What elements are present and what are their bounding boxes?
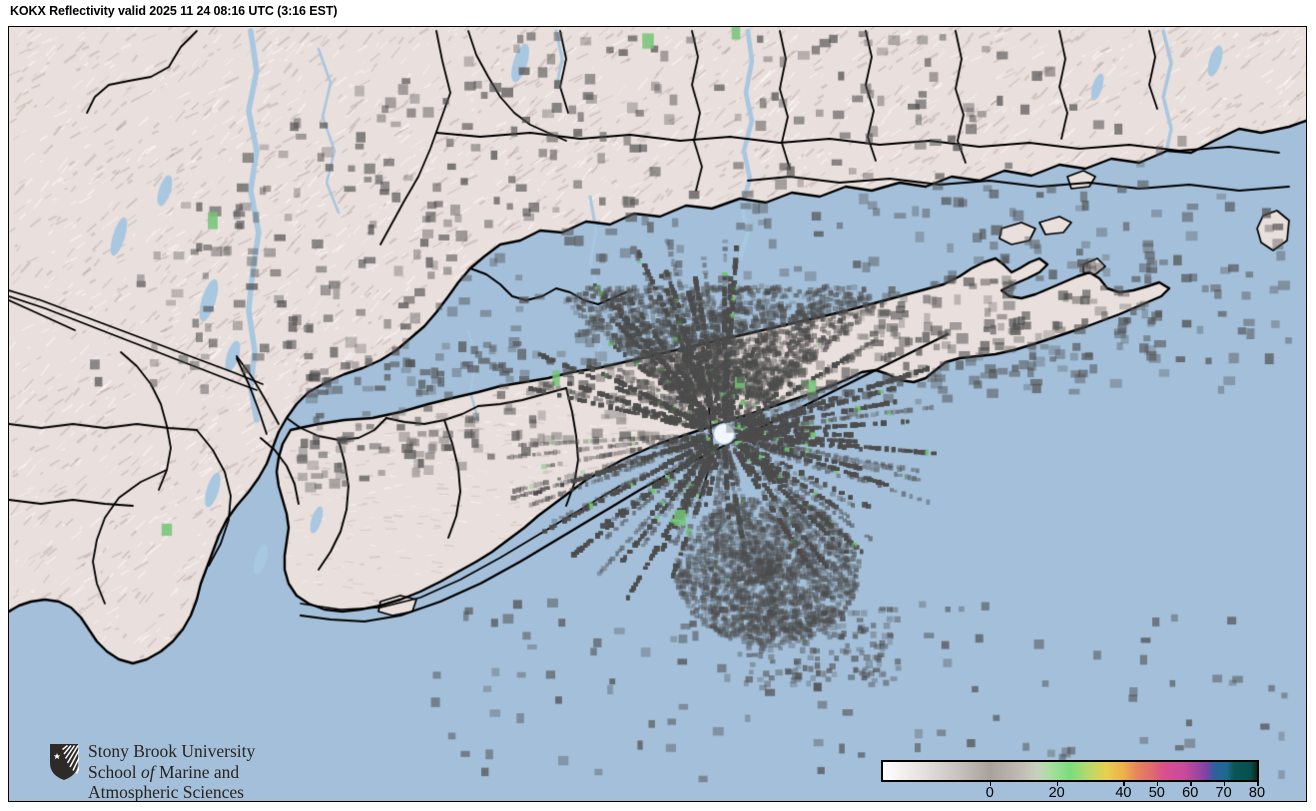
colorbar-tick-label: 40 <box>1115 785 1132 801</box>
colorbar-tick <box>1156 782 1159 786</box>
colorbar-tick-label: 80 <box>1248 785 1266 801</box>
colorbar-tick <box>1257 782 1259 786</box>
colorbar-tick <box>1223 782 1226 786</box>
colorbar-tick <box>1190 782 1192 786</box>
colorbar-tick-label: 50 <box>1148 785 1165 801</box>
colorbar-tick <box>1056 782 1059 786</box>
colorbar-tick <box>1123 782 1125 786</box>
colorbar-gradient <box>883 762 1257 780</box>
map-frame[interactable]: Stony Brook University School of Marine … <box>8 26 1307 802</box>
page-title: KOKX Reflectivity valid 2025 11 24 08:16… <box>10 4 338 18</box>
colorbar-tick-label: 20 <box>1048 785 1065 801</box>
colorbar-tick-labels: 0 20 40 50 60 70 80 <box>881 782 1265 801</box>
colorbar-tick-label: 70 <box>1215 785 1232 801</box>
colorbar-tick-label: 0 <box>985 785 994 801</box>
radar-map-canvas[interactable] <box>9 27 1306 801</box>
colorbar-tick-label: 60 <box>1182 785 1199 801</box>
reflectivity-colorbar[interactable]: 0 20 40 50 60 70 80 <box>881 760 1265 801</box>
colorbar-gradient-box <box>881 760 1259 782</box>
colorbar-tick <box>989 782 992 786</box>
